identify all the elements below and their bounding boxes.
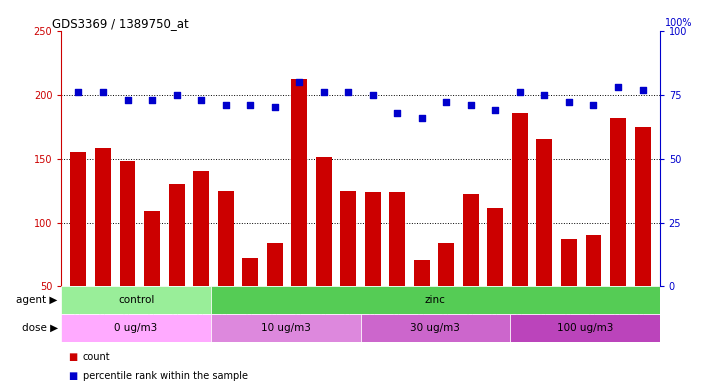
- Text: count: count: [83, 352, 110, 362]
- Text: control: control: [118, 295, 154, 305]
- Bar: [512, 113, 528, 350]
- Point: [269, 104, 280, 111]
- Bar: [365, 192, 381, 350]
- Bar: [193, 171, 209, 350]
- Point: [563, 99, 575, 105]
- Bar: [536, 139, 552, 350]
- Point: [293, 79, 305, 85]
- Point: [539, 91, 550, 98]
- Bar: [169, 184, 185, 350]
- Bar: [211, 314, 360, 342]
- Bar: [561, 239, 577, 350]
- Bar: [218, 190, 234, 350]
- Text: dose ▶: dose ▶: [22, 323, 58, 333]
- Bar: [95, 148, 111, 350]
- Point: [441, 99, 452, 105]
- Text: ■: ■: [68, 352, 78, 362]
- Point: [637, 86, 648, 93]
- Point: [195, 97, 207, 103]
- Text: ■: ■: [68, 371, 78, 381]
- Text: agent ▶: agent ▶: [17, 295, 58, 305]
- Text: 100%: 100%: [665, 18, 693, 28]
- Bar: [610, 118, 626, 350]
- Bar: [71, 152, 87, 350]
- Bar: [211, 286, 660, 314]
- Bar: [242, 258, 258, 350]
- Bar: [389, 192, 405, 350]
- Point: [588, 102, 599, 108]
- Bar: [585, 235, 601, 350]
- Point: [612, 84, 624, 90]
- Bar: [463, 194, 479, 350]
- Point: [171, 91, 182, 98]
- Point: [342, 89, 354, 95]
- Bar: [510, 314, 660, 342]
- Bar: [438, 243, 454, 350]
- Bar: [61, 314, 211, 342]
- Point: [122, 97, 133, 103]
- Bar: [414, 260, 430, 350]
- Point: [514, 89, 526, 95]
- Point: [465, 102, 477, 108]
- Bar: [61, 286, 211, 314]
- Text: 100 ug/m3: 100 ug/m3: [557, 323, 613, 333]
- Point: [244, 102, 256, 108]
- Point: [146, 97, 158, 103]
- Bar: [291, 79, 307, 350]
- Bar: [316, 157, 332, 350]
- Text: 0 ug/m3: 0 ug/m3: [115, 323, 158, 333]
- Point: [97, 89, 109, 95]
- Bar: [120, 161, 136, 350]
- Bar: [487, 209, 503, 350]
- Point: [220, 102, 231, 108]
- Text: 30 ug/m3: 30 ug/m3: [410, 323, 460, 333]
- Text: 10 ug/m3: 10 ug/m3: [261, 323, 311, 333]
- Text: zinc: zinc: [425, 295, 446, 305]
- Point: [490, 107, 501, 113]
- Bar: [267, 243, 283, 350]
- Bar: [634, 127, 650, 350]
- Point: [73, 89, 84, 95]
- Bar: [144, 211, 160, 350]
- Point: [416, 114, 428, 121]
- Point: [367, 91, 379, 98]
- Text: percentile rank within the sample: percentile rank within the sample: [83, 371, 248, 381]
- Bar: [360, 314, 510, 342]
- Point: [318, 89, 329, 95]
- Point: [392, 109, 403, 116]
- Bar: [340, 190, 356, 350]
- Text: GDS3369 / 1389750_at: GDS3369 / 1389750_at: [52, 17, 189, 30]
